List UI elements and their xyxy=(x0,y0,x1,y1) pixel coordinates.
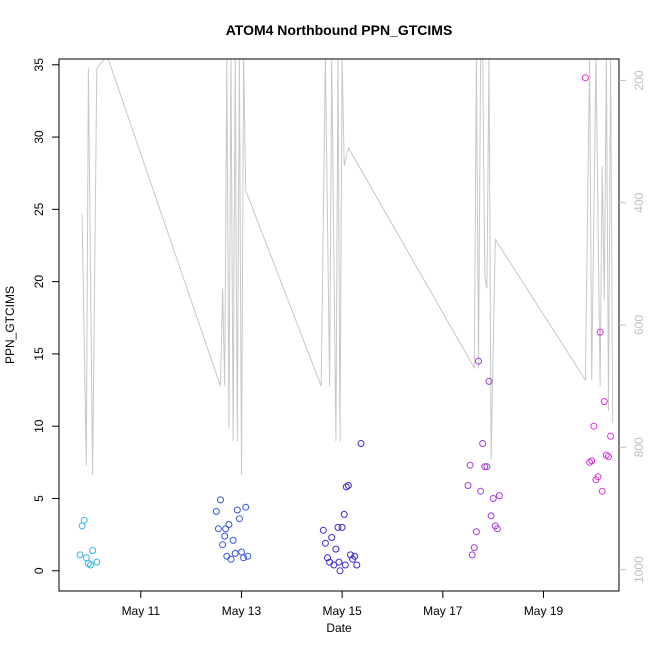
data-point xyxy=(240,554,248,562)
data-point xyxy=(596,328,604,336)
data-point xyxy=(464,482,472,489)
data-point xyxy=(602,451,610,459)
x-tick-label: May 11 xyxy=(122,604,161,618)
data-point xyxy=(338,523,346,531)
data-point xyxy=(605,453,612,461)
data-point xyxy=(82,554,90,562)
data-point xyxy=(607,432,615,440)
data-point xyxy=(84,560,92,567)
data-point xyxy=(219,541,227,549)
data-point xyxy=(357,440,365,447)
data-point xyxy=(340,510,348,518)
y-tick-label: 5 xyxy=(32,495,46,502)
data-point xyxy=(598,487,606,495)
x-tick-label: May 17 xyxy=(423,604,463,618)
data-point xyxy=(321,539,329,547)
data-point xyxy=(78,522,86,530)
y-tick-label: 20 xyxy=(32,275,46,289)
y2-tick-label: 800 xyxy=(632,437,646,457)
data-point xyxy=(212,508,220,515)
data-point xyxy=(600,398,608,406)
data-point xyxy=(588,457,596,465)
y-tick-label: 0 xyxy=(32,567,46,574)
x-tick-label: May 15 xyxy=(322,604,362,618)
data-point xyxy=(347,551,354,559)
y2-tick-label: 1000 xyxy=(632,556,646,583)
data-point xyxy=(468,551,476,559)
data-point xyxy=(594,473,602,481)
data-point xyxy=(493,525,501,533)
scatter-points-layer xyxy=(76,74,615,575)
data-point xyxy=(581,74,589,82)
data-point xyxy=(214,525,222,533)
data-point xyxy=(483,463,491,471)
data-point xyxy=(590,422,598,430)
data-point xyxy=(495,492,503,500)
data-point xyxy=(351,552,359,560)
data-point xyxy=(341,561,349,569)
x-tick-label: May 19 xyxy=(524,604,564,618)
data-point xyxy=(477,487,485,495)
data-point xyxy=(222,525,230,533)
y-tick-label: 30 xyxy=(32,130,46,144)
data-point xyxy=(229,536,237,544)
y2-tick-label: 200 xyxy=(632,70,646,90)
data-point xyxy=(324,554,331,562)
data-point xyxy=(479,440,487,447)
x-tick-label: May 13 xyxy=(222,604,262,618)
data-point xyxy=(336,567,344,575)
data-point xyxy=(87,561,94,569)
data-point xyxy=(221,532,229,540)
data-point xyxy=(330,561,338,569)
secondary-series-line xyxy=(81,59,614,475)
y2-tick-label: 600 xyxy=(632,315,646,335)
y-tick-label: 15 xyxy=(32,347,46,361)
y-axis-label: PPN_GTCIMS xyxy=(3,286,17,364)
data-point xyxy=(353,561,361,569)
y-tick-label: 25 xyxy=(32,202,46,216)
data-point xyxy=(89,547,97,554)
chart-title: ATOM4 Northbound PPN_GTCIMS xyxy=(226,22,453,38)
data-point xyxy=(80,516,88,524)
data-point xyxy=(481,463,489,471)
data-point xyxy=(227,555,235,563)
data-point xyxy=(223,552,231,560)
data-point xyxy=(235,515,243,523)
data-point xyxy=(217,496,224,504)
data-point xyxy=(231,549,239,557)
data-point xyxy=(93,558,101,566)
data-point xyxy=(233,506,241,514)
axes-layer: 0 5 10 15 20 25 30 35 May 11 May 13 May 15 May 17 Ma… xyxy=(32,58,646,618)
data-point xyxy=(466,461,474,469)
data-point xyxy=(238,548,245,556)
data-point xyxy=(319,526,327,534)
data-point xyxy=(225,521,233,528)
data-point xyxy=(344,482,352,489)
data-point xyxy=(472,528,480,536)
data-point xyxy=(487,512,495,520)
data-point xyxy=(242,503,250,511)
data-point xyxy=(334,523,342,531)
x-axis-label: Date xyxy=(326,621,352,635)
data-point xyxy=(328,534,336,541)
data-point xyxy=(489,495,497,502)
secondary-line-layer xyxy=(81,59,614,475)
data-point xyxy=(335,558,343,566)
data-point xyxy=(470,544,478,552)
data-point xyxy=(475,357,482,365)
y-tick-label: 35 xyxy=(32,58,46,72)
y2-tick-label: 400 xyxy=(632,192,646,212)
y-tick-label: 10 xyxy=(32,419,46,433)
data-point xyxy=(244,552,252,560)
data-point xyxy=(485,377,493,385)
data-point xyxy=(332,545,340,553)
data-point xyxy=(76,551,84,559)
